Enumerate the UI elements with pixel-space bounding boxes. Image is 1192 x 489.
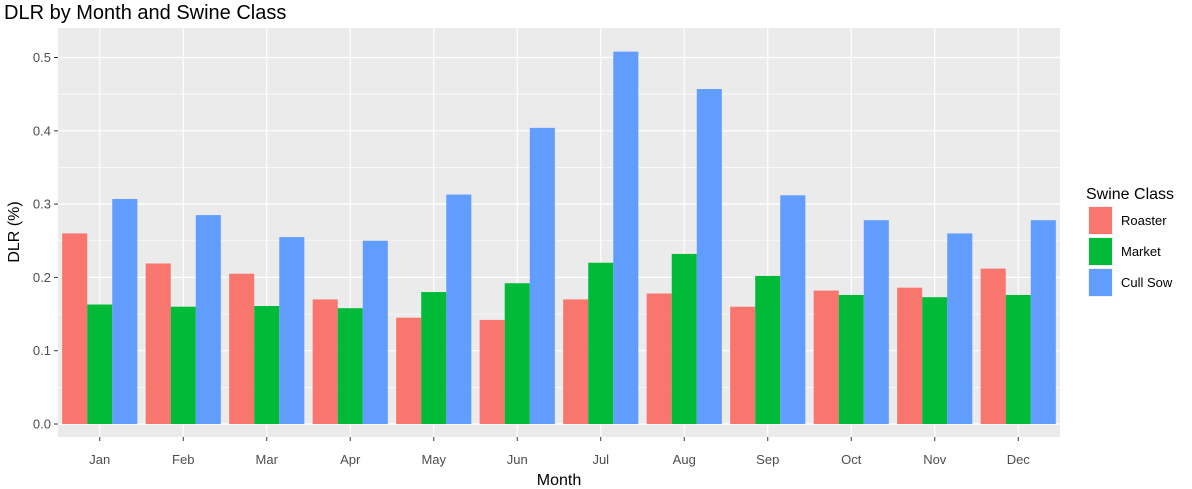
legend-swatch-cull-sow bbox=[1089, 269, 1112, 296]
x-tick-label: Jul bbox=[592, 452, 609, 467]
plot-panel bbox=[58, 28, 1060, 437]
x-axis-title: Month bbox=[537, 472, 581, 489]
bar-market-aug bbox=[671, 253, 697, 424]
bar-cull-sow-dec bbox=[1030, 220, 1056, 424]
x-tick-label: Aug bbox=[673, 452, 696, 467]
bar-cull-sow-mar bbox=[279, 237, 305, 424]
bar-roaster-jul bbox=[563, 299, 589, 424]
bar-cull-sow-jul bbox=[613, 51, 639, 425]
x-tick-label: Mar bbox=[256, 452, 279, 467]
legend-title: Swine Class bbox=[1086, 186, 1174, 203]
bar-roaster-apr bbox=[312, 299, 338, 424]
bar-cull-sow-feb bbox=[195, 215, 221, 424]
y-tick-label: 0.0 bbox=[33, 417, 51, 432]
legend-swatch-market bbox=[1089, 238, 1112, 265]
bar-roaster-jun bbox=[479, 319, 505, 424]
bar-cull-sow-aug bbox=[696, 89, 722, 425]
x-tick-label: Nov bbox=[923, 452, 947, 467]
bar-market-sep bbox=[755, 275, 781, 424]
bar-market-feb bbox=[170, 306, 196, 424]
bar-cull-sow-may bbox=[446, 194, 472, 424]
bar-cull-sow-apr bbox=[362, 240, 388, 424]
bar-market-dec bbox=[1005, 294, 1031, 424]
y-tick-label: 0.2 bbox=[33, 270, 51, 285]
y-axis: 0.0 0.1 0.2 0.3 0.4 0.5 bbox=[33, 50, 58, 432]
bar-market-jun bbox=[504, 283, 530, 424]
bar-market-mar bbox=[254, 305, 280, 424]
x-tick-label: Apr bbox=[340, 452, 361, 467]
x-tick-label: Jan bbox=[89, 452, 110, 467]
y-axis-title: DLR (%) bbox=[6, 201, 23, 262]
bar-roaster-feb bbox=[145, 263, 171, 424]
bar-cull-sow-oct bbox=[863, 220, 889, 424]
bar-roaster-aug bbox=[646, 293, 672, 424]
bar-roaster-may bbox=[396, 317, 422, 424]
bar-market-jul bbox=[588, 262, 614, 424]
bar-cull-sow-sep bbox=[780, 195, 806, 424]
x-tick-label: Oct bbox=[841, 452, 862, 467]
bar-cull-sow-jan bbox=[112, 198, 138, 424]
bar-market-apr bbox=[337, 308, 363, 424]
bar-roaster-jan bbox=[62, 233, 88, 424]
x-tick-label: Sep bbox=[756, 452, 779, 467]
legend-label-cull-sow: Cull Sow bbox=[1121, 275, 1173, 290]
legend-label-market: Market bbox=[1121, 244, 1161, 259]
bar-roaster-sep bbox=[730, 306, 756, 424]
bar-roaster-mar bbox=[229, 273, 255, 424]
legend-label-roaster: Roaster bbox=[1121, 213, 1167, 228]
bar-roaster-oct bbox=[813, 290, 839, 424]
legend: Swine Class Roaster Market Cull Sow bbox=[1086, 186, 1174, 297]
y-tick-label: 0.3 bbox=[33, 197, 51, 212]
bar-market-nov bbox=[922, 297, 948, 424]
x-axis: Jan Feb Mar Apr May Jun Jul Aug Sep Oct Nov Dec bbox=[89, 437, 1030, 467]
y-tick-label: 0.4 bbox=[33, 123, 51, 138]
x-tick-label: Dec bbox=[1007, 452, 1031, 467]
bar-roaster-dec bbox=[980, 268, 1006, 424]
bars bbox=[62, 51, 1056, 425]
bar-market-may bbox=[421, 292, 447, 424]
x-tick-label: May bbox=[421, 452, 446, 467]
x-tick-label: Feb bbox=[172, 452, 194, 467]
bar-cull-sow-nov bbox=[947, 233, 973, 424]
y-tick-label: 0.5 bbox=[33, 50, 51, 65]
bar-market-oct bbox=[838, 294, 864, 424]
bar-roaster-nov bbox=[897, 287, 923, 424]
y-tick-label: 0.1 bbox=[33, 343, 51, 358]
legend-swatch-roaster bbox=[1089, 207, 1112, 234]
chart-title: DLR by Month and Swine Class bbox=[4, 2, 286, 24]
bar-cull-sow-jun bbox=[529, 127, 555, 425]
bar-market-jan bbox=[87, 304, 113, 424]
x-tick-label: Jun bbox=[507, 452, 528, 467]
